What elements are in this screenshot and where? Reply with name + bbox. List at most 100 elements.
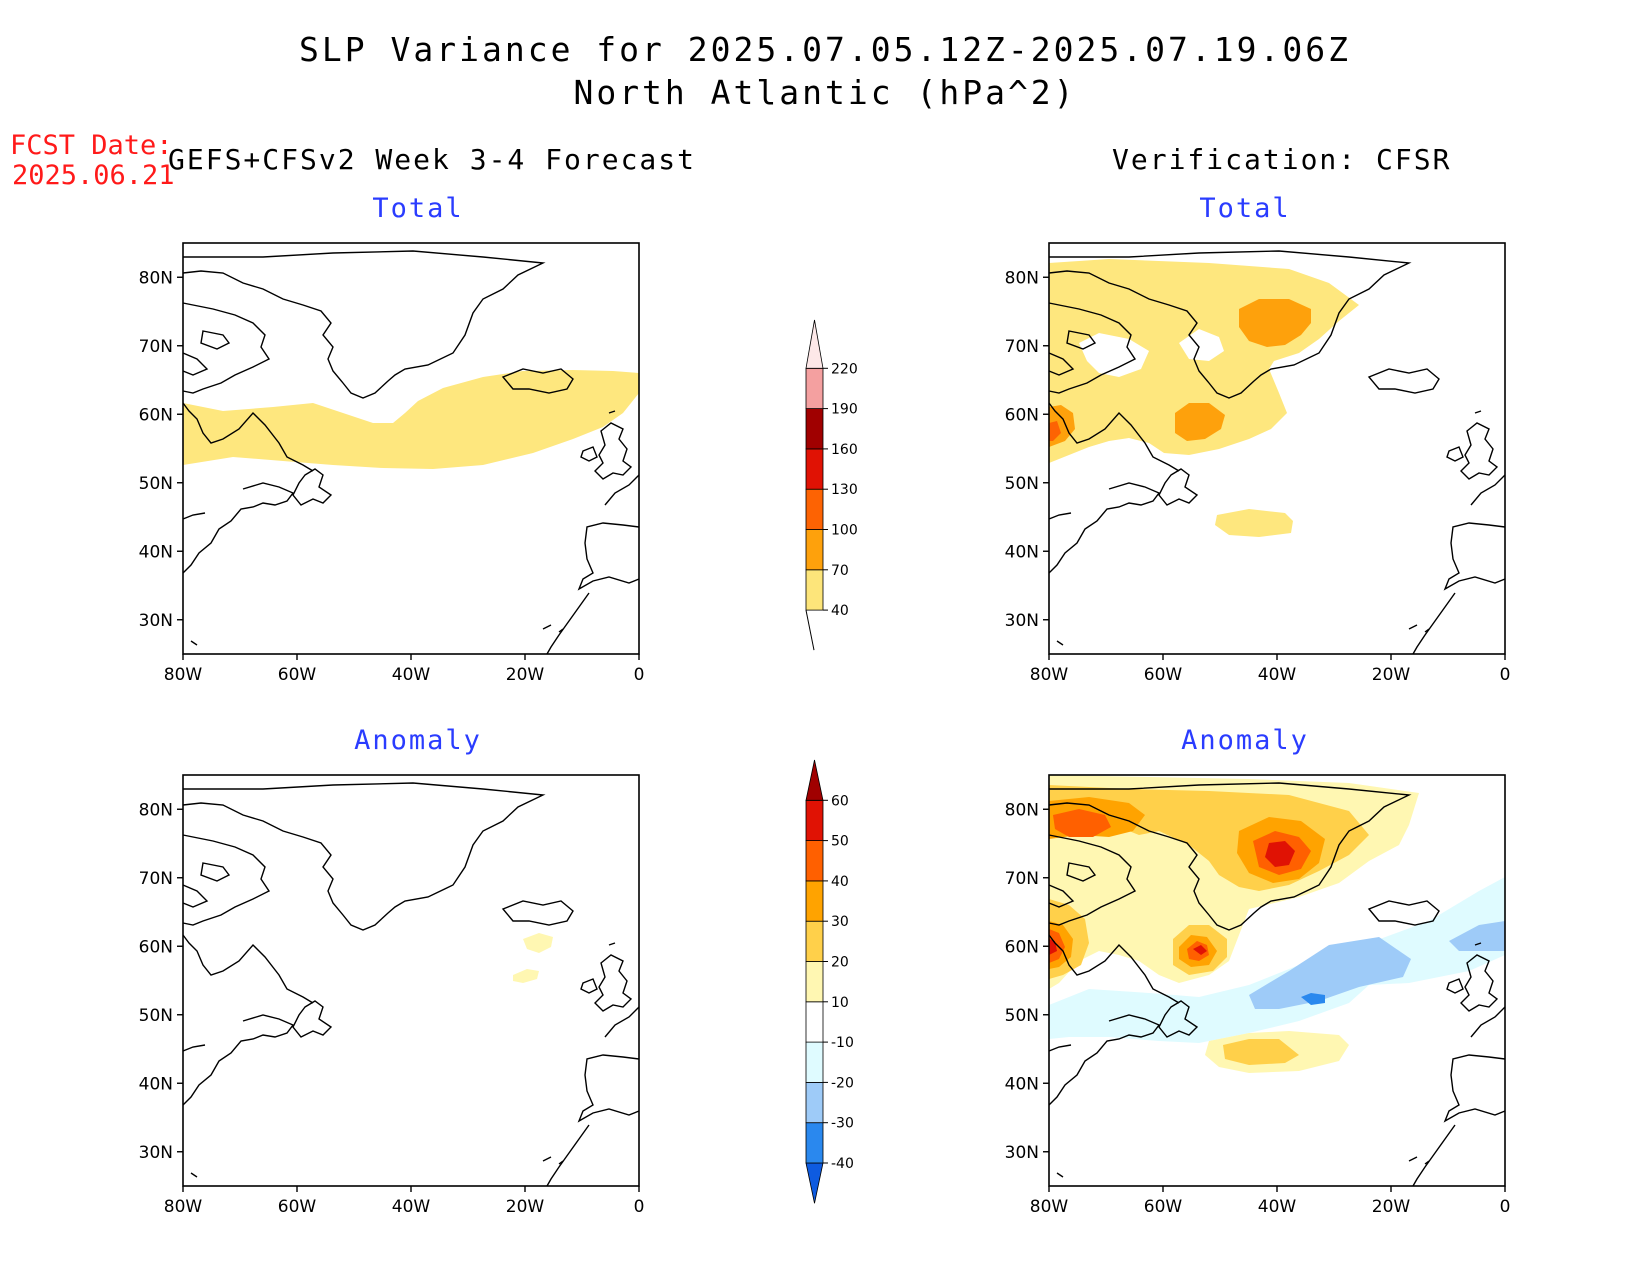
lat-tick-label: 50N [1005, 474, 1039, 494]
forecast-column-header: GEFS+CFSv2 Week 3-4 Forecast [168, 143, 697, 176]
vf-total-contour-100-west [1049, 421, 1061, 441]
lon-tick-label: 60W [1144, 1197, 1183, 1217]
chart-subtitle: North Atlantic (hPa^2) [573, 73, 1077, 112]
colorbar-swatch [805, 1122, 824, 1164]
lon-tick-label: 0 [634, 1197, 645, 1217]
colorbar-swatch [805, 961, 824, 1003]
lat-tick-label: 80N [1005, 268, 1039, 288]
vf-anom-contour-m10 [1049, 877, 1505, 1043]
lon-tick-label: 80W [164, 665, 203, 685]
colorbar-label: 220 [831, 361, 858, 377]
lon-tick-label: 20W [506, 1197, 545, 1217]
fc-total-panel [182, 242, 640, 655]
colorbar-label: 160 [831, 442, 858, 458]
colorbar-label: 30 [831, 914, 849, 930]
lon-tick-label: 0 [1500, 665, 1511, 685]
lat-tick-label: 30N [139, 611, 173, 631]
lon-tick-label: 80W [1030, 665, 1069, 685]
lat-tick-label: 70N [1005, 337, 1039, 357]
colorbar-label: 50 [831, 834, 849, 850]
colorbar-bottom-tail [805, 610, 815, 651]
colorbar-swatch [805, 880, 824, 922]
vf-anom-contour-50-labsea [1193, 945, 1207, 955]
colorbar-label: -10 [831, 1035, 854, 1051]
colorbar-label: 100 [831, 523, 858, 539]
colorbar-swatch [805, 408, 824, 450]
colorbar-label: 40 [831, 603, 849, 619]
vf-anom-contour-20-south [1223, 1039, 1299, 1065]
colorbar-label: 130 [831, 482, 858, 498]
colorbar-total: 40 70 100 130 160 190 220 [805, 319, 858, 651]
colorbar-label: 20 [831, 955, 849, 971]
lon-tick-label: 80W [1030, 1197, 1069, 1217]
colorbar-swatch [805, 488, 824, 530]
colorbar-swatch [805, 1041, 824, 1083]
colorbar-label: 190 [831, 402, 858, 418]
fc-total-title: Total [372, 193, 464, 224]
vf-total-hole-1 [1079, 333, 1149, 377]
lat-tick-label: 70N [1005, 869, 1039, 889]
vf-anom-contour-40-west [1049, 929, 1065, 963]
colorbar-label: -20 [831, 1075, 854, 1091]
lat-tick-label: 50N [139, 474, 173, 494]
lat-tick-label: 50N [139, 1006, 173, 1026]
colorbar-anomaly: -40 -30 -20 -10 10 20 30 40 50 60 [805, 759, 854, 1204]
lat-tick-label: 50N [1005, 1006, 1039, 1026]
lon-tick-label: 40W [392, 665, 431, 685]
colorbar-label: 60 [831, 793, 849, 809]
lat-tick-label: 70N [139, 337, 173, 357]
colorbar-swatch [805, 1082, 824, 1124]
colorbar-label: 10 [831, 995, 849, 1011]
vf-anom-contour-40-north [1053, 809, 1111, 837]
colorbar-swatch [805, 569, 824, 611]
vf-anomaly-title: Anomaly [1181, 725, 1309, 756]
vf-total-title: Total [1199, 193, 1291, 224]
lon-tick-label: 60W [278, 665, 317, 685]
colorbar-swatch [805, 759, 824, 801]
lat-tick-label: 80N [1005, 800, 1039, 820]
lon-tick-label: 0 [634, 665, 645, 685]
colorbar-label: -30 [831, 1116, 854, 1132]
colorbar-label: -40 [831, 1156, 854, 1172]
lat-tick-label: 30N [139, 1143, 173, 1163]
colorbar-swatch [805, 529, 824, 571]
lon-tick-label: 40W [1258, 1197, 1297, 1217]
chart-title: SLP Variance for 2025.07.05.12Z-2025.07.… [299, 30, 1351, 69]
lat-tick-label: 40N [139, 1074, 173, 1094]
lat-tick-label: 40N [1005, 542, 1039, 562]
fc-anom-contour-10-a [523, 933, 553, 953]
vf-anom-contour-m20 [1249, 937, 1411, 1009]
lat-tick-label: 60N [1005, 405, 1039, 425]
colorbar-swatch [805, 920, 824, 962]
lon-tick-label: 80W [164, 1197, 203, 1217]
lon-tick-label: 40W [392, 1197, 431, 1217]
colorbar-swatch [805, 799, 824, 841]
vf-total-contour-40-south [1215, 509, 1293, 537]
lon-tick-label: 0 [1500, 1197, 1511, 1217]
colorbar-label: 70 [831, 563, 849, 579]
lat-tick-label: 60N [139, 405, 173, 425]
lon-tick-label: 20W [1372, 1197, 1411, 1217]
vf-total-contour-70-labsea [1175, 403, 1225, 441]
verification-column-header: Verification: CFSR [1112, 143, 1452, 176]
colorbar-swatch [805, 367, 824, 409]
lat-tick-label: 80N [139, 800, 173, 820]
vf-anom-contour-m30 [1301, 993, 1325, 1005]
fcst-date-value: 2025.06.21 [12, 160, 175, 191]
colorbar-swatch [805, 319, 824, 369]
lon-tick-label: 60W [278, 1197, 317, 1217]
fc-total-contour-40 [183, 370, 639, 469]
fc-anom-panel [182, 774, 640, 1187]
vf-anom-panel [1048, 774, 1506, 1187]
vf-total-contour-70-greenland [1239, 299, 1311, 347]
lat-tick-label: 30N [1005, 611, 1039, 631]
colorbar-swatch [805, 1001, 824, 1043]
lat-tick-label: 70N [139, 869, 173, 889]
colorbar-label: 40 [831, 874, 849, 890]
lon-tick-label: 20W [1372, 665, 1411, 685]
colorbar-swatch [805, 840, 824, 882]
vf-anom-contour-m20-east [1449, 921, 1505, 951]
vf-total-panel [1048, 242, 1506, 655]
lat-tick-label: 60N [1005, 937, 1039, 957]
